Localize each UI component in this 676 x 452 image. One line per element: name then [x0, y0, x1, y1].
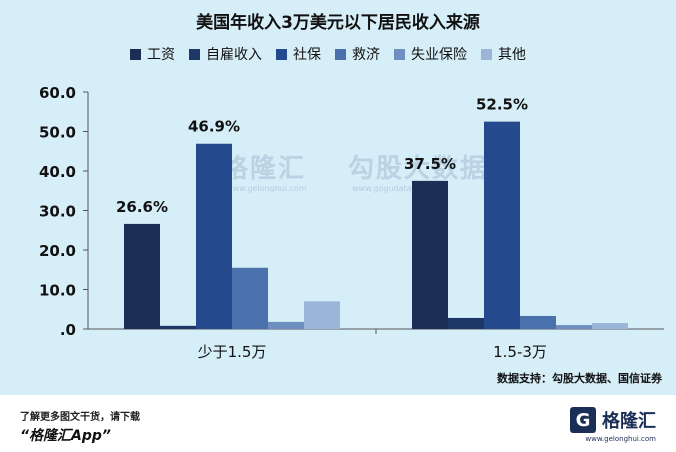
source-note: 数据支持：勾股大数据、国信证券 — [497, 372, 662, 385]
data-label-0-0: 26.6% — [116, 198, 168, 216]
bar-1-3 — [520, 315, 556, 329]
bar-0-1 — [160, 325, 196, 329]
y-tick-label-0: .0 — [60, 321, 76, 339]
bar-0-2 — [196, 143, 232, 329]
data-label-1-2: 52.5% — [476, 96, 528, 114]
brand-url: www.gelonghui.com — [585, 435, 656, 443]
y-tick-label-6: 60.0 — [39, 84, 76, 102]
footer-brand[interactable]: G 格隆汇 — [570, 407, 656, 433]
legend-item-1: 自雇收入 — [189, 44, 262, 64]
x-tick-label-0: 少于1.5万 — [198, 343, 267, 361]
data-label-1-0: 37.5% — [404, 155, 456, 173]
bar-chart: .0 10.0 20.0 30.0 40.0 50.0 60.0 26.6% 46.9% 少于1.… — [39, 84, 664, 361]
legend-swatch-0 — [130, 48, 141, 60]
legend-swatch-1 — [189, 48, 200, 60]
legend-label-1: 自雇收入 — [206, 47, 262, 63]
footer-download-prompt: 了解更多图文干货，请下载 — [20, 412, 140, 423]
footer-banner: 了解更多图文干货，请下载 “格隆汇App” G 格隆汇 www.gelonghu… — [0, 395, 676, 452]
watermark-gogudata: 勾股大数据 — [348, 154, 489, 184]
legend-label-4: 失业保险 — [411, 47, 467, 63]
bar-1-5 — [592, 323, 628, 329]
bar-1-4 — [556, 325, 592, 329]
chart-panel: 美国年收入3万美元以下居民收入来源 工资 自雇收入 社保 救济 失业保险 其他 格隆汇 w… — [38, 13, 664, 385]
y-tick-label-2: 20.0 — [39, 242, 76, 260]
brand-name: 格隆汇 — [602, 411, 656, 432]
footer-app-name[interactable]: “格隆汇App” — [20, 428, 111, 444]
legend-item-5: 其他 — [481, 44, 526, 64]
y-tick-label-3: 30.0 — [39, 203, 76, 221]
data-label-0-2: 46.9% — [188, 118, 240, 136]
legend-label-5: 其他 — [498, 47, 526, 63]
legend-swatch-3 — [335, 48, 346, 60]
legend-item-3: 救济 — [335, 44, 380, 64]
y-tick-label-4: 40.0 — [39, 163, 76, 181]
bar-0-4 — [268, 321, 304, 329]
y-tick-label-5: 50.0 — [39, 124, 76, 142]
watermark-gelonghui: 格隆汇 — [222, 154, 307, 184]
legend-swatch-2 — [276, 48, 287, 60]
y-tick-label-1: 10.0 — [39, 282, 76, 300]
watermark-gogudata-url: www.gogudata.com — [352, 184, 432, 193]
chart-title: 美国年收入3万美元以下居民收入来源 — [196, 13, 480, 33]
bar-1-2 — [484, 121, 520, 329]
bar-1-0 — [412, 180, 448, 329]
x-tick-label-1: 1.5-3万 — [493, 343, 547, 361]
legend-item-4: 失业保险 — [394, 44, 467, 64]
legend-item-0: 工资 — [130, 44, 175, 64]
legend-swatch-5 — [481, 48, 492, 60]
legend-item-2: 社保 — [276, 44, 321, 64]
legend-label-2: 社保 — [293, 47, 321, 63]
legend-label-3: 救济 — [352, 47, 380, 63]
bar-0-3 — [232, 267, 268, 329]
brand-logo-icon: G — [570, 407, 596, 433]
legend-swatch-4 — [394, 48, 405, 60]
legend-label-0: 工资 — [147, 47, 175, 63]
bar-1-1 — [448, 317, 484, 329]
chart-legend: 工资 自雇收入 社保 救济 失业保险 其他 — [130, 44, 526, 64]
watermark-gelonghui-url: www.gelonghui.com — [226, 184, 307, 193]
bar-0-0 — [124, 223, 160, 329]
bar-0-5 — [304, 301, 340, 329]
